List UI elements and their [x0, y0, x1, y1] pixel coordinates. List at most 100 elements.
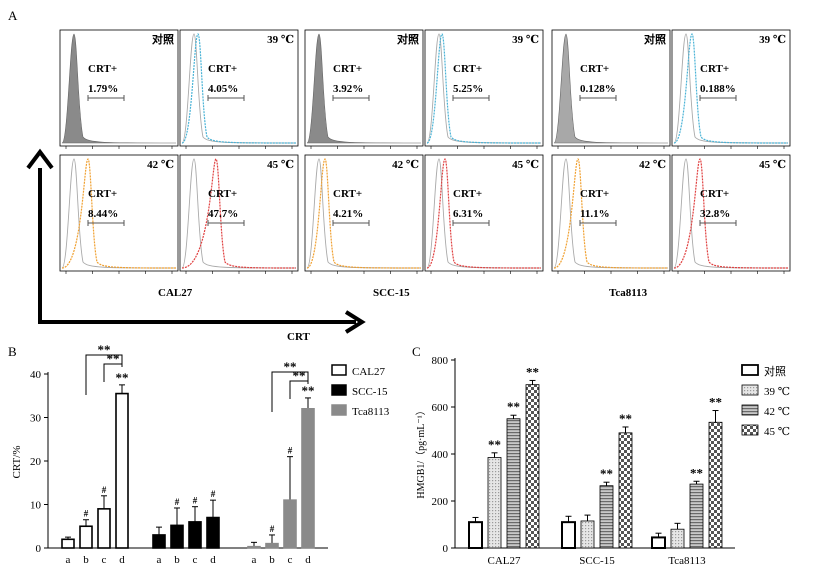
b-x-tick-label: b [269, 554, 275, 566]
histogram-panel: 对照 CRT+ 0.128% [551, 29, 671, 149]
condition-label: 对照 [397, 32, 419, 46]
control-histogram-curve [306, 33, 422, 144]
b-x-tick-label: d [305, 554, 311, 566]
c-bar [525, 384, 540, 549]
b-bar [79, 525, 93, 549]
control-histogram-curve [61, 158, 177, 269]
b-significance-mark: ** [302, 383, 315, 398]
c-x-tick-label: SCC-15 [579, 555, 615, 567]
crt-positive-marker: CRT+ [208, 188, 237, 200]
c-bar [506, 418, 521, 549]
control-histogram-curve [553, 158, 669, 269]
c-bar [487, 457, 502, 549]
histogram-frame [671, 29, 791, 147]
b-y-tick-label: 40 [30, 369, 42, 381]
b-bar [283, 499, 297, 549]
c-significance-mark: ** [619, 411, 632, 426]
group-label-tca8113: Tca8113 [609, 287, 648, 299]
histogram-panel: 39 ℃ CRT+ 5.25% [424, 29, 544, 149]
panel-b-letter: B [8, 344, 17, 359]
b-x-tick-label: b [83, 554, 89, 566]
panel-a-histograms: 对照 CRT+ 1.79% 39 ℃ CRT+ 4.05% 对照 CRT+ 3.92% 39 ℃ C… [59, 29, 791, 274]
crt-positive-percent: 0.188% [700, 83, 736, 95]
control-histogram-curve [181, 158, 297, 269]
crt-positive-marker: CRT+ [453, 188, 482, 200]
histogram-frame [424, 29, 544, 147]
b-bar [301, 407, 315, 549]
group-label-cal27: CAL27 [158, 287, 193, 299]
c-significance-mark: ** [690, 465, 703, 480]
c-y-axis-label: HMGB1/（pg·mL⁻¹） [415, 405, 427, 498]
c-legend-label: 45 ℃ [764, 426, 790, 438]
b-bracket-inner [289, 380, 308, 399]
b-bracket-mark: ** [98, 342, 111, 357]
panel-c-chart: 0 200 400 600 800 HMGB1/（pg·mL⁻¹） ** ** ** CAL27 *… [415, 355, 790, 567]
condition-label: 39 ℃ [759, 34, 786, 46]
condition-label: 39 ℃ [512, 34, 539, 46]
crt-positive-marker: CRT+ [333, 63, 362, 75]
b-x-tick-label: c [102, 554, 107, 566]
b-y-tick-label: 0 [36, 543, 42, 555]
histogram-panel: 39 ℃ CRT+ 0.188% [671, 29, 791, 149]
crt-positive-marker: CRT+ [580, 188, 609, 200]
b-x-tick-label: a [157, 554, 162, 566]
c-legend-swatch [741, 424, 759, 436]
crt-positive-marker: CRT+ [208, 63, 237, 75]
condition-label: 45 ℃ [759, 159, 786, 171]
condition-label: 42 ℃ [392, 159, 419, 171]
b-significance-mark: # [102, 485, 107, 495]
condition-label: 42 ℃ [639, 159, 666, 171]
c-legend-swatch [741, 384, 759, 396]
c-y-tick-label: 200 [432, 496, 449, 508]
c-bar [599, 485, 614, 549]
histogram-frame [304, 154, 424, 272]
c-bar [468, 521, 483, 550]
crt-positive-percent: 47.7% [208, 208, 238, 220]
b-bracket-inner [103, 363, 122, 382]
vertical-arrowhead [26, 148, 54, 170]
b-bracket-mark: ** [107, 351, 120, 366]
treated-histogram-curve [181, 33, 297, 144]
crt-positive-percent: 0.128% [580, 83, 616, 95]
c-y-tick-label: 600 [432, 402, 449, 414]
b-x-tick-label: c [288, 554, 293, 566]
b-x-tick-label: a [252, 554, 257, 566]
b-bracket-mark: ** [293, 368, 306, 383]
c-legend-swatch [741, 364, 759, 376]
condition-label: 45 ℃ [267, 159, 294, 171]
b-legend-swatch [331, 404, 347, 416]
control-histogram-curve [61, 33, 177, 144]
panel-a-x-axis-label: CRT [287, 331, 311, 343]
b-bracket-outer [85, 354, 123, 395]
condition-label: 39 ℃ [267, 34, 294, 46]
c-significance-mark: ** [600, 466, 613, 481]
crt-positive-percent: 32.8% [700, 208, 730, 220]
crt-positive-percent: 6.31% [453, 208, 483, 220]
histogram-frame [59, 154, 179, 272]
control-histogram-curve [553, 33, 669, 144]
histogram-panel: 45 ℃ CRT+ 32.8% [671, 154, 791, 274]
c-bar [618, 432, 633, 549]
c-bar [580, 520, 595, 549]
treated-histogram-curve [426, 158, 542, 269]
histogram-frame [179, 154, 299, 272]
b-significance-mark: # [84, 509, 89, 519]
b-significance-mark: # [270, 524, 275, 534]
histogram-frame [671, 154, 791, 272]
c-y-tick-label: 800 [432, 355, 449, 367]
b-bar [61, 538, 75, 549]
treated-histogram-curve [181, 158, 297, 269]
c-legend-label: 39 ℃ [764, 386, 790, 398]
b-bracket-mark: ** [284, 359, 297, 374]
condition-label: 45 ℃ [512, 159, 539, 171]
control-histogram-curve [673, 158, 789, 269]
histogram-panel: 45 ℃ CRT+ 47.7% [179, 154, 299, 274]
panel-a-letter: A [8, 8, 18, 23]
panel-a-axes [26, 148, 366, 334]
b-x-tick-label: a [66, 554, 71, 566]
condition-label: 对照 [152, 32, 174, 46]
b-bar [247, 545, 261, 549]
b-bar [170, 524, 184, 549]
c-y-tick-label: 400 [432, 449, 449, 461]
